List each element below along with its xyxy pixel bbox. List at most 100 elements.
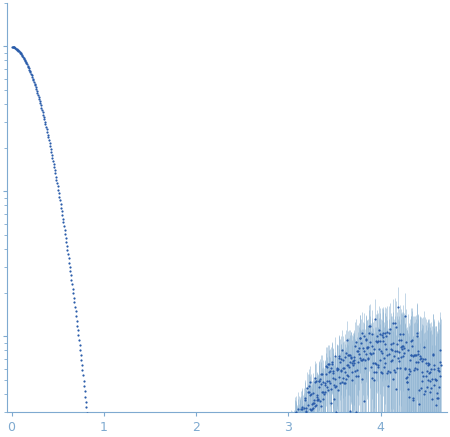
Point <box>342 350 350 357</box>
Point <box>12 45 19 52</box>
Point <box>433 376 440 383</box>
Point <box>298 406 305 413</box>
Point <box>51 166 59 173</box>
Point <box>436 372 444 379</box>
Point <box>352 408 360 415</box>
Point <box>52 173 59 180</box>
Point <box>347 354 355 361</box>
Point <box>289 426 296 433</box>
Point <box>356 351 363 358</box>
Point <box>398 336 405 343</box>
Point <box>395 337 402 344</box>
Point <box>363 343 370 350</box>
Point <box>367 350 374 357</box>
Point <box>403 378 410 385</box>
Point <box>377 348 384 355</box>
Point <box>23 61 31 68</box>
Point <box>304 388 311 395</box>
Point <box>429 435 436 437</box>
Point <box>45 137 53 144</box>
Point <box>48 148 55 155</box>
Point <box>381 363 388 370</box>
Point <box>411 351 418 358</box>
Point <box>405 394 412 401</box>
Point <box>296 422 303 429</box>
Point <box>312 378 319 385</box>
Point <box>285 433 292 437</box>
Point <box>19 52 26 59</box>
Point <box>308 401 315 408</box>
Point <box>29 75 36 82</box>
Point <box>346 352 353 359</box>
Point <box>27 70 35 77</box>
Point <box>297 416 304 423</box>
Point <box>281 434 288 437</box>
Point <box>365 323 373 329</box>
Point <box>418 384 425 391</box>
Point <box>59 215 67 222</box>
Point <box>283 430 290 437</box>
Point <box>378 350 385 357</box>
Point <box>22 59 29 66</box>
Point <box>435 368 442 375</box>
Point <box>79 367 86 374</box>
Point <box>25 65 32 72</box>
Point <box>288 423 295 430</box>
Point <box>26 66 33 73</box>
Point <box>427 384 434 391</box>
Point <box>378 368 385 375</box>
Point <box>312 379 319 386</box>
Point <box>380 354 387 361</box>
Point <box>19 53 27 60</box>
Point <box>404 386 411 393</box>
Point <box>292 413 299 420</box>
Point <box>317 397 324 404</box>
Point <box>85 420 92 427</box>
Point <box>327 368 334 375</box>
Point <box>44 128 51 135</box>
Point <box>30 78 37 85</box>
Point <box>22 57 29 64</box>
Point <box>369 374 376 381</box>
Point <box>321 381 328 388</box>
Point <box>293 422 301 429</box>
Point <box>400 349 408 356</box>
Point <box>291 409 298 416</box>
Point <box>315 378 322 385</box>
Point <box>295 411 302 418</box>
Point <box>387 346 395 353</box>
Point <box>423 372 430 379</box>
Point <box>369 350 376 357</box>
Point <box>307 406 314 413</box>
Point <box>292 416 300 423</box>
Point <box>417 354 424 361</box>
Point <box>324 364 331 371</box>
Point <box>349 369 356 376</box>
Point <box>437 362 444 369</box>
Point <box>393 341 400 348</box>
Point <box>66 264 73 271</box>
Point <box>308 410 315 417</box>
Point <box>411 364 418 371</box>
Point <box>44 131 51 138</box>
Point <box>61 227 68 234</box>
Point <box>334 386 342 393</box>
Point <box>347 407 354 414</box>
Point <box>309 406 316 413</box>
Point <box>365 330 373 337</box>
Point <box>414 359 422 366</box>
Point <box>72 308 79 315</box>
Point <box>406 368 414 375</box>
Point <box>428 375 436 382</box>
Point <box>356 355 363 362</box>
Point <box>77 351 84 358</box>
Point <box>40 113 47 120</box>
Point <box>285 435 292 437</box>
Point <box>345 363 352 370</box>
Point <box>339 374 346 381</box>
Point <box>327 385 334 392</box>
Point <box>357 334 364 341</box>
Point <box>413 330 420 337</box>
Point <box>34 90 41 97</box>
Point <box>422 410 429 417</box>
